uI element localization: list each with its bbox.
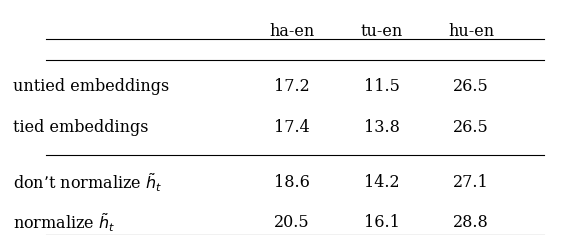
- Text: ha-en: ha-en: [270, 23, 315, 40]
- Text: 26.5: 26.5: [454, 78, 489, 95]
- Text: 18.6: 18.6: [274, 174, 310, 191]
- Text: untied embeddings: untied embeddings: [12, 78, 169, 95]
- Text: 28.8: 28.8: [454, 214, 489, 231]
- Text: 17.2: 17.2: [274, 78, 310, 95]
- Text: normalize $\tilde{h}_t$: normalize $\tilde{h}_t$: [12, 211, 115, 234]
- Text: 11.5: 11.5: [364, 78, 400, 95]
- Text: hu-en: hu-en: [448, 23, 494, 40]
- Text: tied embeddings: tied embeddings: [12, 119, 148, 136]
- Text: 20.5: 20.5: [274, 214, 310, 231]
- Text: tu-en: tu-en: [361, 23, 403, 40]
- Text: 14.2: 14.2: [364, 174, 400, 191]
- Text: 16.1: 16.1: [364, 214, 400, 231]
- Text: don’t normalize $\tilde{h}_t$: don’t normalize $\tilde{h}_t$: [12, 171, 162, 194]
- Text: 26.5: 26.5: [454, 119, 489, 136]
- Text: 17.4: 17.4: [274, 119, 310, 136]
- Text: 27.1: 27.1: [454, 174, 489, 191]
- Text: 13.8: 13.8: [364, 119, 400, 136]
